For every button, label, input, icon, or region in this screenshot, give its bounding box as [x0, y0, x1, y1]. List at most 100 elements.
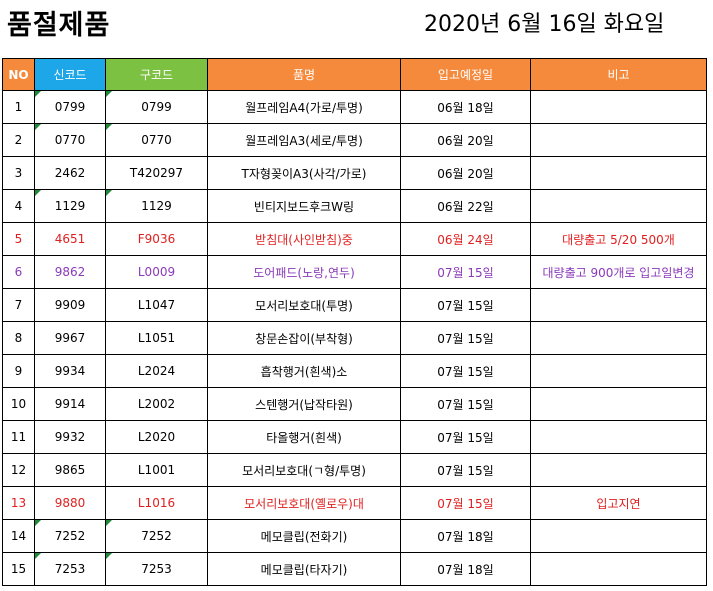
cell-due-date[interactable]: 06월 20일	[400, 123, 531, 157]
cell-new-code[interactable]: 9909	[34, 288, 106, 322]
cell-due-date[interactable]: 07월 15일	[400, 486, 531, 520]
cell-remarks[interactable]	[530, 123, 707, 157]
cell-due-date[interactable]: 07월 15일	[400, 288, 531, 322]
cell-no[interactable]: 14	[2, 519, 35, 553]
cell-product[interactable]: 타올행거(흰색)	[207, 420, 401, 454]
cell-due-date[interactable]: 07월 18일	[400, 552, 531, 586]
cell-product[interactable]: 모서리보호대(ㄱ형/투명)	[207, 453, 401, 487]
cell-new-code[interactable]: 9914	[34, 387, 106, 421]
header-product[interactable]: 품명	[207, 58, 401, 91]
cell-no[interactable]: 3	[2, 156, 35, 190]
cell-old-code[interactable]: 7252	[105, 519, 208, 553]
cell-new-code[interactable]: 9967	[34, 321, 106, 355]
cell-remarks[interactable]	[530, 90, 707, 124]
cell-remarks[interactable]	[530, 387, 707, 421]
cell-new-code[interactable]: 0770	[34, 123, 106, 157]
cell-new-code[interactable]: 9865	[34, 453, 106, 487]
cell-remarks[interactable]: 입고지연	[530, 486, 707, 520]
cell-new-code[interactable]: 0799	[34, 90, 106, 124]
cell-no[interactable]: 10	[2, 387, 35, 421]
table-row: 2 0770 0770 월프레임A3(세로/투명) 06월 20일	[2, 123, 707, 157]
cell-old-code[interactable]: 1129	[105, 189, 208, 223]
cell-due-date[interactable]: 06월 18일	[400, 90, 531, 124]
cell-remarks[interactable]: 대량출고 900개로 입고일변경	[530, 255, 707, 289]
cell-old-code[interactable]: L1001	[105, 453, 208, 487]
cell-old-code[interactable]: L2002	[105, 387, 208, 421]
cell-old-code[interactable]: L1016	[105, 486, 208, 520]
cell-old-code[interactable]: L1051	[105, 321, 208, 355]
cell-old-code[interactable]: L1047	[105, 288, 208, 322]
cell-no[interactable]: 12	[2, 453, 35, 487]
cell-no[interactable]: 7	[2, 288, 35, 322]
cell-no[interactable]: 5	[2, 222, 35, 256]
cell-old-code[interactable]: 0770	[105, 123, 208, 157]
cell-due-date[interactable]: 07월 18일	[400, 519, 531, 553]
cell-remarks[interactable]	[530, 156, 707, 190]
cell-new-code[interactable]: 9934	[34, 354, 106, 388]
cell-product[interactable]: 도어패드(노랑,연두)	[207, 255, 401, 289]
cell-no[interactable]: 11	[2, 420, 35, 454]
cell-new-code[interactable]: 9880	[34, 486, 106, 520]
cell-remarks[interactable]	[530, 519, 707, 553]
cell-due-date[interactable]: 07월 15일	[400, 321, 531, 355]
cell-new-code[interactable]: 1129	[34, 189, 106, 223]
header-remarks[interactable]: 비고	[530, 58, 707, 91]
cell-product[interactable]: 메모클립(타자기)	[207, 552, 401, 586]
cell-old-code[interactable]: L2024	[105, 354, 208, 388]
cell-new-code[interactable]: 9932	[34, 420, 106, 454]
cell-product[interactable]: 받침대(사인받침)중	[207, 222, 401, 256]
header-no[interactable]: NO	[2, 58, 35, 91]
cell-product[interactable]: 모서리보호대(투명)	[207, 288, 401, 322]
cell-product[interactable]: 스텐행거(납작타원)	[207, 387, 401, 421]
cell-no[interactable]: 15	[2, 552, 35, 586]
cell-new-code[interactable]: 4651	[34, 222, 106, 256]
cell-new-code[interactable]: 7252	[34, 519, 106, 553]
cell-due-date[interactable]: 07월 15일	[400, 354, 531, 388]
cell-remarks[interactable]	[530, 321, 707, 355]
cell-no[interactable]: 4	[2, 189, 35, 223]
cell-remarks[interactable]	[530, 552, 707, 586]
cell-old-code[interactable]: L0009	[105, 255, 208, 289]
cell-remarks[interactable]: 대량출고 5/20 500개	[530, 222, 707, 256]
cell-new-code[interactable]: 2462	[34, 156, 106, 190]
table-row: 6 9862 L0009 도어패드(노랑,연두) 07월 15일 대량출고 900개로 입…	[2, 255, 707, 289]
cell-due-date[interactable]: 06월 20일	[400, 156, 531, 190]
cell-remarks[interactable]	[530, 453, 707, 487]
cell-old-code[interactable]: 0799	[105, 90, 208, 124]
cell-no[interactable]: 2	[2, 123, 35, 157]
cell-remarks[interactable]	[530, 189, 707, 223]
cell-no[interactable]: 1	[2, 90, 35, 124]
cell-due-date[interactable]: 07월 15일	[400, 420, 531, 454]
cell-product[interactable]: 창문손잡이(부착형)	[207, 321, 401, 355]
cell-product[interactable]: 모서리보호대(옐로우)대	[207, 486, 401, 520]
cell-due-date[interactable]: 06월 22일	[400, 189, 531, 223]
header-old-code[interactable]: 구코드	[105, 58, 208, 91]
table-row: 5 4651 F9036 받침대(사인받침)중 06월 24일 대량출고 5/20 500…	[2, 222, 707, 256]
cell-remarks[interactable]	[530, 420, 707, 454]
cell-product[interactable]: 빈티지보드후크W링	[207, 189, 401, 223]
cell-no[interactable]: 8	[2, 321, 35, 355]
header-due-date[interactable]: 입고예정일	[400, 58, 531, 91]
cell-due-date[interactable]: 07월 15일	[400, 453, 531, 487]
cell-remarks[interactable]	[530, 288, 707, 322]
cell-no[interactable]: 9	[2, 354, 35, 388]
cell-remarks[interactable]	[530, 354, 707, 388]
cell-due-date[interactable]: 07월 15일	[400, 387, 531, 421]
cell-due-date[interactable]: 07월 15일	[400, 255, 531, 289]
cell-no[interactable]: 6	[2, 255, 35, 289]
header-new-code[interactable]: 신코드	[34, 58, 106, 91]
cell-product[interactable]: 월프레임A4(가로/투명)	[207, 90, 401, 124]
cell-product[interactable]: 메모클립(전화기)	[207, 519, 401, 553]
cell-new-code[interactable]: 7253	[34, 552, 106, 586]
cell-old-code[interactable]: T420297	[105, 156, 208, 190]
cell-old-code[interactable]: L2020	[105, 420, 208, 454]
cell-product[interactable]: 월프레임A3(세로/투명)	[207, 123, 401, 157]
cell-no[interactable]: 13	[2, 486, 35, 520]
cell-old-code[interactable]: 7253	[105, 552, 208, 586]
cell-new-code[interactable]: 9862	[34, 255, 106, 289]
cell-old-code[interactable]: F9036	[105, 222, 208, 256]
cell-product[interactable]: 흡착행거(흰색)소	[207, 354, 401, 388]
table-row: 7 9909 L1047 모서리보호대(투명) 07월 15일	[2, 288, 707, 322]
cell-due-date[interactable]: 06월 24일	[400, 222, 531, 256]
cell-product[interactable]: T자형꽂이A3(사각/가로)	[207, 156, 401, 190]
